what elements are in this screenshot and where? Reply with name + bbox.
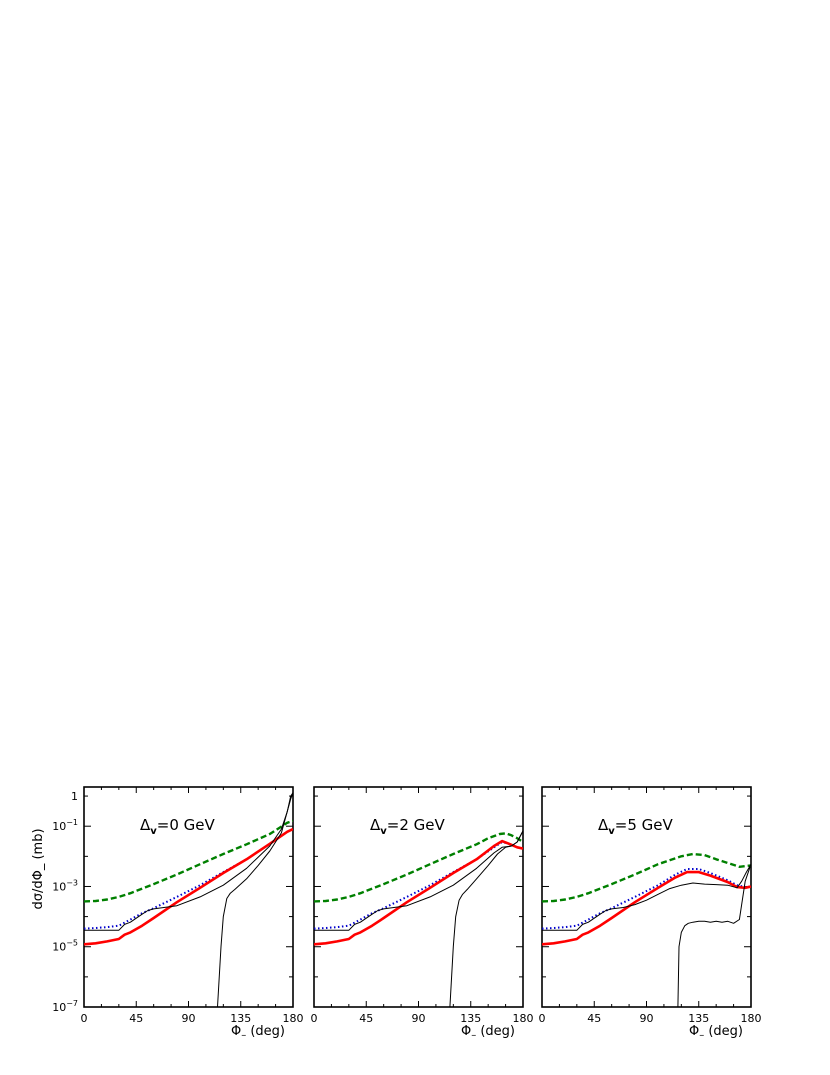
series-line-thin bbox=[217, 792, 293, 1007]
y-tick-label: 10−5 bbox=[52, 939, 78, 954]
series-line-thin bbox=[449, 830, 523, 1007]
x-tick-label: 135 bbox=[688, 1012, 709, 1025]
chart-panel-1: 0 45 90 135 180 1 10−1 10−3 10−5 10−7 dσ/dΦ_ (mb) Φ… bbox=[31, 786, 304, 1041]
x-tick-label: 0 bbox=[539, 1012, 546, 1025]
panel-label: Δv=2 GeV bbox=[370, 816, 446, 837]
y-axis-title: dσ/dΦ_ (mb) bbox=[31, 828, 46, 909]
series-line-thick bbox=[84, 827, 293, 946]
x-tick-label: 45 bbox=[129, 1012, 143, 1025]
series-line-thin bbox=[677, 864, 751, 1007]
series-line-thick bbox=[542, 870, 751, 946]
y-tick-label: 10−1 bbox=[52, 818, 78, 833]
x-tick-label: 45 bbox=[587, 1012, 601, 1025]
x-tick-label: 135 bbox=[230, 1012, 251, 1025]
panel-label: Δv=5 GeV bbox=[598, 816, 674, 837]
series-line-dashed bbox=[84, 819, 293, 903]
x-tick-label: 0 bbox=[81, 1012, 88, 1025]
x-tick-label: 0 bbox=[311, 1012, 318, 1025]
series-line-dotted bbox=[84, 828, 293, 930]
x-tick-label: 90 bbox=[182, 1012, 196, 1025]
series-line-thick bbox=[314, 839, 523, 946]
series-line-thin bbox=[84, 792, 293, 931]
series-line-dashed bbox=[314, 832, 523, 903]
panel-label: Δv=0 GeV bbox=[140, 816, 216, 837]
y-tick-label: 10−3 bbox=[52, 878, 78, 893]
y-tick-label: 1 bbox=[71, 790, 78, 803]
x-tick-label: 180 bbox=[283, 1012, 304, 1025]
x-tick-label: 90 bbox=[640, 1012, 654, 1025]
x-tick-label: 135 bbox=[460, 1012, 481, 1025]
series-line-thin bbox=[542, 863, 751, 931]
x-axis-title: Φ– (deg) bbox=[461, 1024, 515, 1041]
chart-panels: 0 45 90 135 180 1 10−1 10−3 10−5 10−7 dσ/dΦ_ (mb) Φ… bbox=[31, 786, 762, 1041]
x-axis-title: Φ– (deg) bbox=[231, 1024, 285, 1041]
series-line-thin bbox=[314, 830, 523, 931]
series-line-dashed bbox=[542, 852, 751, 903]
x-axis-title: Φ– (deg) bbox=[689, 1024, 743, 1041]
x-tick-label: 180 bbox=[513, 1012, 534, 1025]
x-tick-label: 45 bbox=[359, 1012, 373, 1025]
x-tick-label: 90 bbox=[412, 1012, 426, 1025]
y-tick-label: 10−7 bbox=[52, 999, 78, 1014]
series-line-dotted bbox=[542, 868, 751, 930]
x-tick-label: 180 bbox=[741, 1012, 762, 1025]
